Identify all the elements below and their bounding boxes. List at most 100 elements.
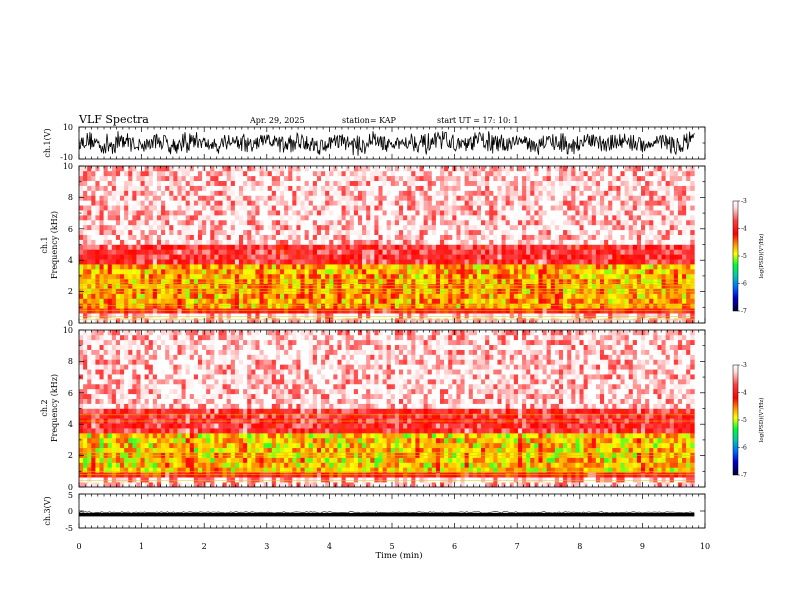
spec1-cell <box>341 244 346 250</box>
spec1-cell <box>230 254 236 260</box>
spec2-cell <box>87 330 92 336</box>
spec1-cell <box>349 234 355 240</box>
spec1-cell <box>362 273 367 280</box>
spec1-cell <box>472 215 478 221</box>
spec1-cell <box>419 175 424 182</box>
spec1-cell <box>115 224 121 231</box>
spec1-cell <box>370 249 375 255</box>
spec1-cell <box>509 170 515 177</box>
spec1-cell <box>386 166 392 172</box>
spec1-cell <box>374 200 379 206</box>
spec1-cell <box>288 205 293 211</box>
spec1-cell <box>645 205 650 211</box>
spec1-cell <box>238 288 244 294</box>
spec1-cell <box>604 239 609 245</box>
spec1-cell <box>234 224 240 231</box>
spec1-cell <box>661 215 666 221</box>
spec1-cell <box>686 264 691 270</box>
spec1-cell <box>636 244 642 250</box>
spec1-cell <box>423 185 428 191</box>
spec1-cell <box>345 239 351 245</box>
spec1-cell <box>308 313 314 319</box>
spec1-cell <box>563 298 568 304</box>
spec2-cell <box>91 379 96 385</box>
spec1-cell <box>230 283 236 289</box>
spec1-cell <box>222 166 227 172</box>
spec1-cell <box>485 219 490 226</box>
spec1-cell <box>563 166 568 172</box>
spec1-cell <box>468 175 474 182</box>
spec1-cell <box>99 259 104 265</box>
spec1-cell <box>115 269 121 275</box>
spec1-cell <box>181 244 186 250</box>
spec1-cell <box>468 264 474 270</box>
spec1-cell <box>91 264 96 270</box>
spec1-cell <box>542 244 547 250</box>
spec1-cell <box>386 180 392 186</box>
spec1-cell <box>489 244 494 250</box>
spec1-cell <box>505 313 511 319</box>
spec1-cell <box>481 308 486 314</box>
spec2-cell <box>99 442 104 449</box>
spec1-cell <box>222 308 227 314</box>
spec1-cell <box>423 234 428 240</box>
spec1-cell <box>587 180 593 186</box>
spec1-cell <box>173 200 178 206</box>
spec1-cell <box>197 229 203 235</box>
spec1-cell <box>616 313 621 319</box>
spec1-cell <box>571 283 576 289</box>
spec2-cell <box>87 462 92 468</box>
spec1-cell <box>115 308 121 314</box>
spec1-cell <box>550 205 556 211</box>
ch1-waveform-line <box>78 131 695 156</box>
spec1-cell <box>341 229 346 235</box>
spec1-cell <box>226 175 232 182</box>
spec1-cell <box>579 239 584 245</box>
spec1-cell <box>173 195 178 201</box>
spec1-cell <box>501 313 506 319</box>
spec1-cell <box>464 234 470 240</box>
spec1-cell <box>99 318 104 324</box>
spec1-cell <box>300 239 305 245</box>
spec1-cell <box>316 180 322 186</box>
spec1-cell <box>136 215 141 221</box>
spec1-cell <box>468 224 474 231</box>
spec1-cell <box>107 293 113 299</box>
spec1-cell <box>624 264 630 270</box>
spec1-cell <box>649 293 654 299</box>
spec1-cell <box>398 269 404 275</box>
spec1-cell <box>505 254 511 260</box>
spec1-cell <box>403 283 408 289</box>
spec1-cell <box>156 298 162 304</box>
spec1-cell <box>554 185 560 191</box>
spec1-cell <box>247 205 252 211</box>
spec1-cell <box>280 244 285 250</box>
spec1-cell <box>624 224 630 231</box>
spec1-cell <box>255 273 260 280</box>
spec1-cell <box>91 175 96 182</box>
spec1-cell <box>99 219 104 226</box>
spec1-cell <box>271 298 277 304</box>
spec1-cell <box>255 166 260 172</box>
spec1-cell <box>353 254 359 260</box>
spec1-cell <box>304 229 310 235</box>
spec1-cell <box>230 239 236 245</box>
spec1-cell <box>456 210 461 216</box>
spec1-cell <box>665 293 671 299</box>
spec2-cell <box>83 339 88 346</box>
spec1-cell <box>333 254 338 260</box>
spec1-cell <box>238 190 244 196</box>
spec1-cell <box>234 195 240 201</box>
spec1-cell <box>444 254 449 260</box>
spec1-cell <box>427 195 433 201</box>
spec1-cell <box>571 288 576 294</box>
spec1-cell <box>493 278 498 285</box>
spec1-cell <box>124 224 129 231</box>
spec2-cell <box>79 393 84 399</box>
spec1-cell <box>587 244 593 250</box>
spec1-cell <box>673 166 679 172</box>
spec1-cell <box>136 293 141 299</box>
spec1-cell <box>636 313 642 319</box>
spec1-cell <box>517 288 523 294</box>
spec1-cell <box>394 313 400 319</box>
